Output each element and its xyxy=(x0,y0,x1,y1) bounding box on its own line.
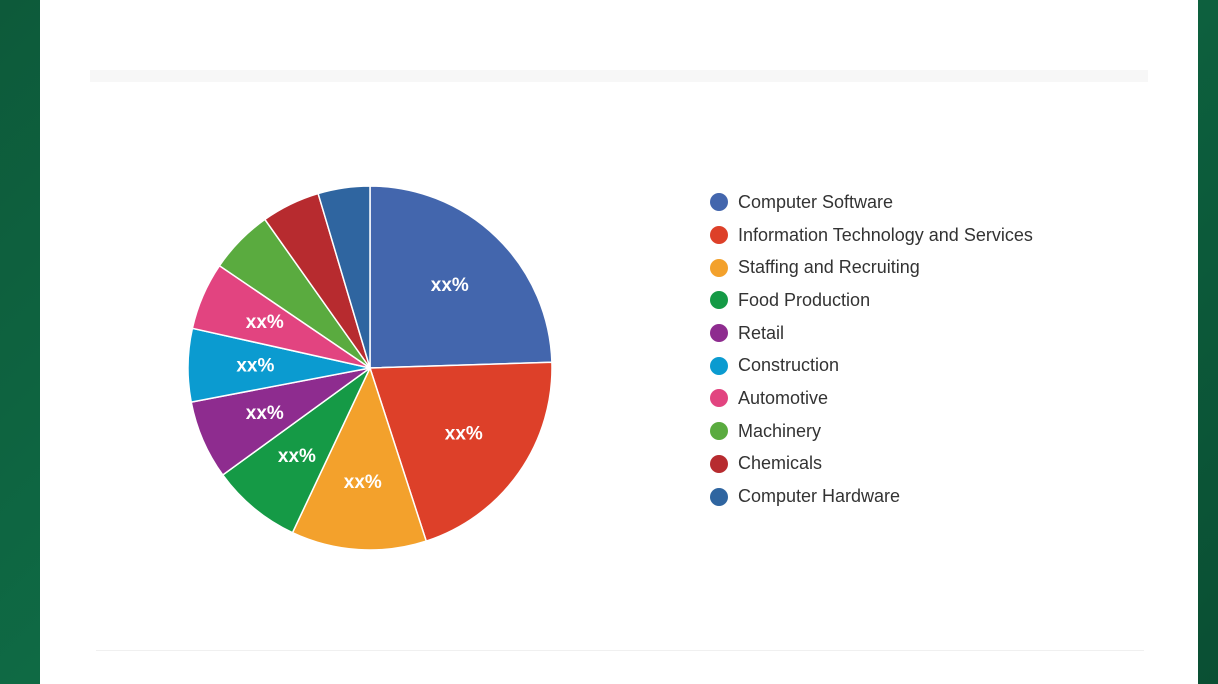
pie-slice-label: xx% xyxy=(246,403,284,424)
legend-item[interactable]: Computer Hardware xyxy=(710,480,1033,513)
card-footer-divider xyxy=(96,650,1144,651)
legend-label: Retail xyxy=(738,322,785,343)
legend-swatch xyxy=(710,422,728,441)
pie-slice-information-technology-and-services[interactable] xyxy=(368,361,553,543)
legend-swatch xyxy=(710,389,728,408)
legend-label: Food Production xyxy=(738,289,871,310)
legend-item[interactable]: Information Technology and Services xyxy=(710,219,1033,252)
pie-slice-label: xx% xyxy=(278,446,316,467)
legend-swatch xyxy=(710,324,728,343)
pie-slice-label: xx% xyxy=(246,312,284,333)
legend-label: Automotive xyxy=(738,387,829,408)
pie-slice-label: xx% xyxy=(431,275,469,296)
legend-item[interactable]: Chemicals xyxy=(710,448,1033,481)
legend-item[interactable]: Computer Software xyxy=(710,186,1033,219)
legend-label: Computer Hardware xyxy=(738,486,901,507)
legend-label: Information Technology and Services xyxy=(738,224,1033,245)
legend-swatch xyxy=(710,291,728,310)
chart-card: xx% xx% xx% xx% xx% xx% xx% Computer Software I… xyxy=(40,0,1198,684)
legend-swatch xyxy=(710,487,728,506)
legend-swatch xyxy=(710,454,728,473)
pie-slice-computer-software[interactable] xyxy=(369,185,553,369)
legend-label: Staffing and Recruiting xyxy=(738,257,920,278)
pie-slice-label: xx% xyxy=(445,423,483,444)
legend-swatch xyxy=(710,356,728,375)
legend-item[interactable]: Automotive xyxy=(710,382,1033,415)
pie-chart: xx% xx% xx% xx% xx% xx% xx% xyxy=(187,185,553,551)
card-header-bar xyxy=(90,70,1148,82)
pie-slice-label: xx% xyxy=(344,472,382,493)
legend-swatch xyxy=(710,258,728,277)
pie-slice-food-production[interactable] xyxy=(221,367,371,534)
legend-item[interactable]: Construction xyxy=(710,349,1033,382)
legend-label: Machinery xyxy=(738,420,822,441)
legend-item[interactable]: Retail xyxy=(710,317,1033,350)
pie-slice-label: xx% xyxy=(236,356,274,377)
legend-item[interactable]: Food Production xyxy=(710,284,1033,317)
legend-item[interactable]: Machinery xyxy=(710,415,1033,448)
legend-swatch xyxy=(710,226,728,245)
chart-legend: Computer Software Information Technology … xyxy=(710,186,1033,513)
legend-label: Construction xyxy=(738,355,840,376)
legend-label: Computer Software xyxy=(738,191,894,212)
pie-slice-staffing-and-recruiting[interactable] xyxy=(291,365,428,551)
legend-swatch xyxy=(710,193,728,212)
legend-item[interactable]: Staffing and Recruiting xyxy=(710,251,1033,284)
pie-slice-computer-hardware[interactable] xyxy=(317,185,371,369)
legend-label: Chemicals xyxy=(738,453,823,474)
